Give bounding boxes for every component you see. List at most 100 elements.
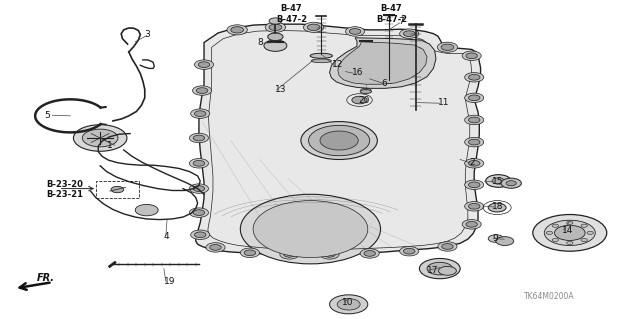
- Circle shape: [320, 250, 339, 259]
- Text: B-47
B-47-2: B-47 B-47-2: [276, 4, 307, 24]
- Polygon shape: [330, 38, 436, 88]
- Circle shape: [193, 160, 205, 166]
- Circle shape: [546, 231, 552, 234]
- Circle shape: [253, 201, 368, 257]
- Circle shape: [468, 74, 480, 80]
- Ellipse shape: [360, 90, 372, 93]
- Ellipse shape: [361, 53, 371, 56]
- Circle shape: [465, 159, 484, 168]
- Text: 20: 20: [358, 97, 370, 106]
- Circle shape: [231, 27, 244, 33]
- Ellipse shape: [361, 65, 371, 68]
- Circle shape: [193, 86, 212, 95]
- Ellipse shape: [311, 59, 332, 63]
- Circle shape: [468, 139, 480, 145]
- Circle shape: [587, 231, 593, 234]
- Circle shape: [566, 241, 573, 245]
- Circle shape: [468, 160, 480, 166]
- Circle shape: [462, 219, 481, 229]
- Circle shape: [264, 40, 287, 51]
- Circle shape: [189, 208, 209, 217]
- Circle shape: [198, 62, 210, 68]
- Circle shape: [193, 210, 205, 215]
- Polygon shape: [338, 42, 427, 84]
- Circle shape: [189, 159, 209, 168]
- Ellipse shape: [361, 71, 371, 74]
- Circle shape: [533, 214, 607, 251]
- Circle shape: [195, 232, 206, 238]
- Circle shape: [384, 78, 394, 84]
- Circle shape: [337, 299, 360, 310]
- Ellipse shape: [361, 41, 371, 45]
- Ellipse shape: [338, 69, 353, 73]
- Ellipse shape: [361, 83, 371, 86]
- Circle shape: [506, 181, 516, 186]
- Circle shape: [83, 129, 118, 147]
- Circle shape: [465, 202, 484, 211]
- Circle shape: [269, 24, 282, 31]
- Text: 17: 17: [427, 266, 438, 275]
- Circle shape: [193, 186, 205, 191]
- Text: 18: 18: [492, 203, 504, 211]
- Text: B-47
B-47-2: B-47 B-47-2: [376, 4, 407, 24]
- Circle shape: [465, 137, 484, 147]
- Circle shape: [468, 95, 480, 101]
- Circle shape: [269, 18, 282, 24]
- Circle shape: [466, 53, 477, 59]
- Text: 4: 4: [164, 233, 170, 241]
- Circle shape: [191, 109, 210, 118]
- Circle shape: [268, 33, 283, 41]
- Text: 14: 14: [562, 226, 573, 235]
- Circle shape: [189, 184, 209, 193]
- Text: 7: 7: [397, 18, 403, 26]
- Text: 5: 5: [45, 111, 51, 120]
- Circle shape: [280, 250, 299, 259]
- Ellipse shape: [361, 59, 371, 62]
- Circle shape: [427, 262, 452, 275]
- Circle shape: [74, 125, 127, 151]
- Circle shape: [554, 225, 585, 241]
- Circle shape: [465, 115, 484, 125]
- Circle shape: [227, 25, 247, 35]
- Circle shape: [442, 244, 453, 249]
- Circle shape: [360, 249, 380, 258]
- Ellipse shape: [339, 73, 353, 77]
- Circle shape: [399, 247, 419, 256]
- Text: 11: 11: [438, 98, 449, 107]
- Circle shape: [135, 204, 158, 216]
- Circle shape: [468, 204, 480, 209]
- Circle shape: [566, 221, 573, 224]
- Circle shape: [468, 117, 480, 123]
- Circle shape: [265, 22, 285, 33]
- Circle shape: [301, 122, 378, 160]
- Circle shape: [468, 182, 480, 188]
- Circle shape: [346, 27, 365, 36]
- Circle shape: [206, 243, 225, 252]
- Circle shape: [465, 180, 484, 189]
- Text: 16: 16: [352, 68, 364, 77]
- Circle shape: [284, 251, 295, 257]
- Circle shape: [552, 224, 559, 227]
- Circle shape: [492, 178, 505, 184]
- Circle shape: [241, 194, 381, 264]
- Circle shape: [308, 125, 370, 156]
- Circle shape: [544, 220, 595, 246]
- Circle shape: [438, 266, 456, 275]
- Circle shape: [496, 237, 514, 246]
- Circle shape: [189, 133, 209, 143]
- Text: 3: 3: [145, 30, 150, 39]
- Ellipse shape: [310, 53, 332, 58]
- Text: 13: 13: [275, 85, 287, 94]
- Circle shape: [419, 258, 460, 279]
- Ellipse shape: [361, 77, 371, 80]
- Circle shape: [501, 178, 522, 188]
- Circle shape: [581, 224, 588, 227]
- Text: 10: 10: [342, 298, 354, 307]
- Text: 6: 6: [382, 79, 388, 88]
- Circle shape: [403, 249, 415, 254]
- Circle shape: [465, 72, 484, 82]
- Circle shape: [437, 42, 458, 52]
- Text: B-23-20
B-23-21: B-23-20 B-23-21: [46, 180, 83, 199]
- Circle shape: [191, 230, 210, 240]
- Text: 12: 12: [332, 60, 344, 69]
